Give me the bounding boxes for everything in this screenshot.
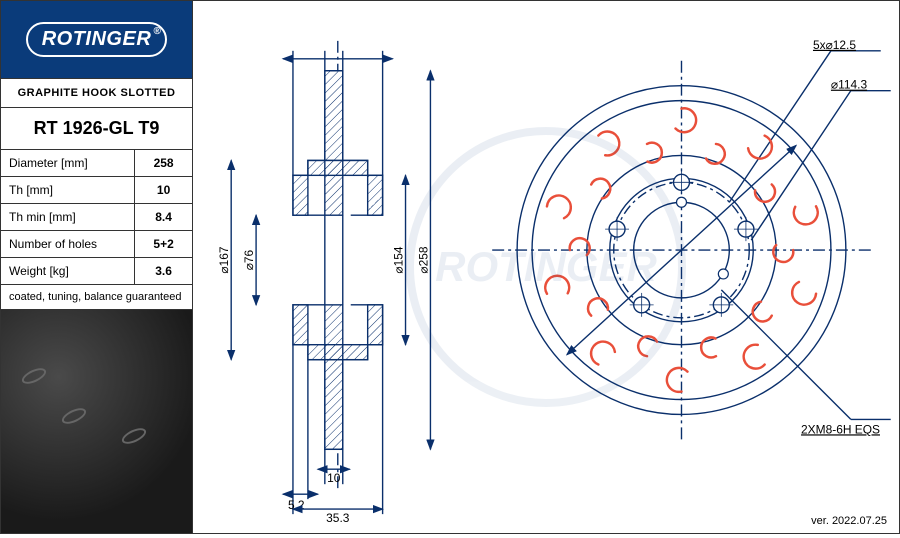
- side-view: ⌀167 ⌀76 ⌀154 ⌀258 10 5.2: [217, 41, 430, 525]
- product-subtitle: GRAPHITE HOOK SLOTTED: [1, 79, 192, 108]
- spec-table: Diameter [mm]258 Th [mm]10 Th min [mm]8.…: [1, 150, 192, 285]
- brand-logo: ROTINGER: [1, 1, 192, 79]
- table-row: Number of holes5+2: [1, 231, 192, 258]
- product-photo: [1, 310, 192, 533]
- svg-text:5.2: 5.2: [288, 498, 305, 512]
- version-label: ver. 2022.07.25: [811, 515, 887, 527]
- callout-thread: 2XM8-6H EQS: [801, 422, 880, 436]
- callout-pcd: ⌀114.3: [831, 78, 868, 92]
- drawing-svg: ⌀167 ⌀76 ⌀154 ⌀258 10 5.2: [193, 1, 899, 533]
- svg-text:⌀167: ⌀167: [217, 246, 231, 273]
- svg-text:⌀154: ⌀154: [392, 246, 406, 273]
- svg-text:10: 10: [327, 471, 341, 485]
- part-number: RT 1926-GL T9: [1, 108, 192, 150]
- brand-name: ROTINGER: [26, 22, 168, 57]
- front-view: [492, 51, 891, 440]
- svg-text:⌀258: ⌀258: [416, 246, 430, 273]
- svg-text:⌀76: ⌀76: [242, 249, 256, 270]
- technical-drawing: ROTINGER: [193, 1, 899, 533]
- table-row: Th [mm]10: [1, 177, 192, 204]
- callout-bolt: 5x⌀12.5: [813, 38, 856, 52]
- table-row: Th min [mm]8.4: [1, 204, 192, 231]
- product-note: coated, tuning, balance guaranteed: [1, 285, 192, 310]
- table-row: Diameter [mm]258: [1, 150, 192, 177]
- svg-text:35.3: 35.3: [326, 511, 350, 525]
- table-row: Weight [kg]3.6: [1, 258, 192, 285]
